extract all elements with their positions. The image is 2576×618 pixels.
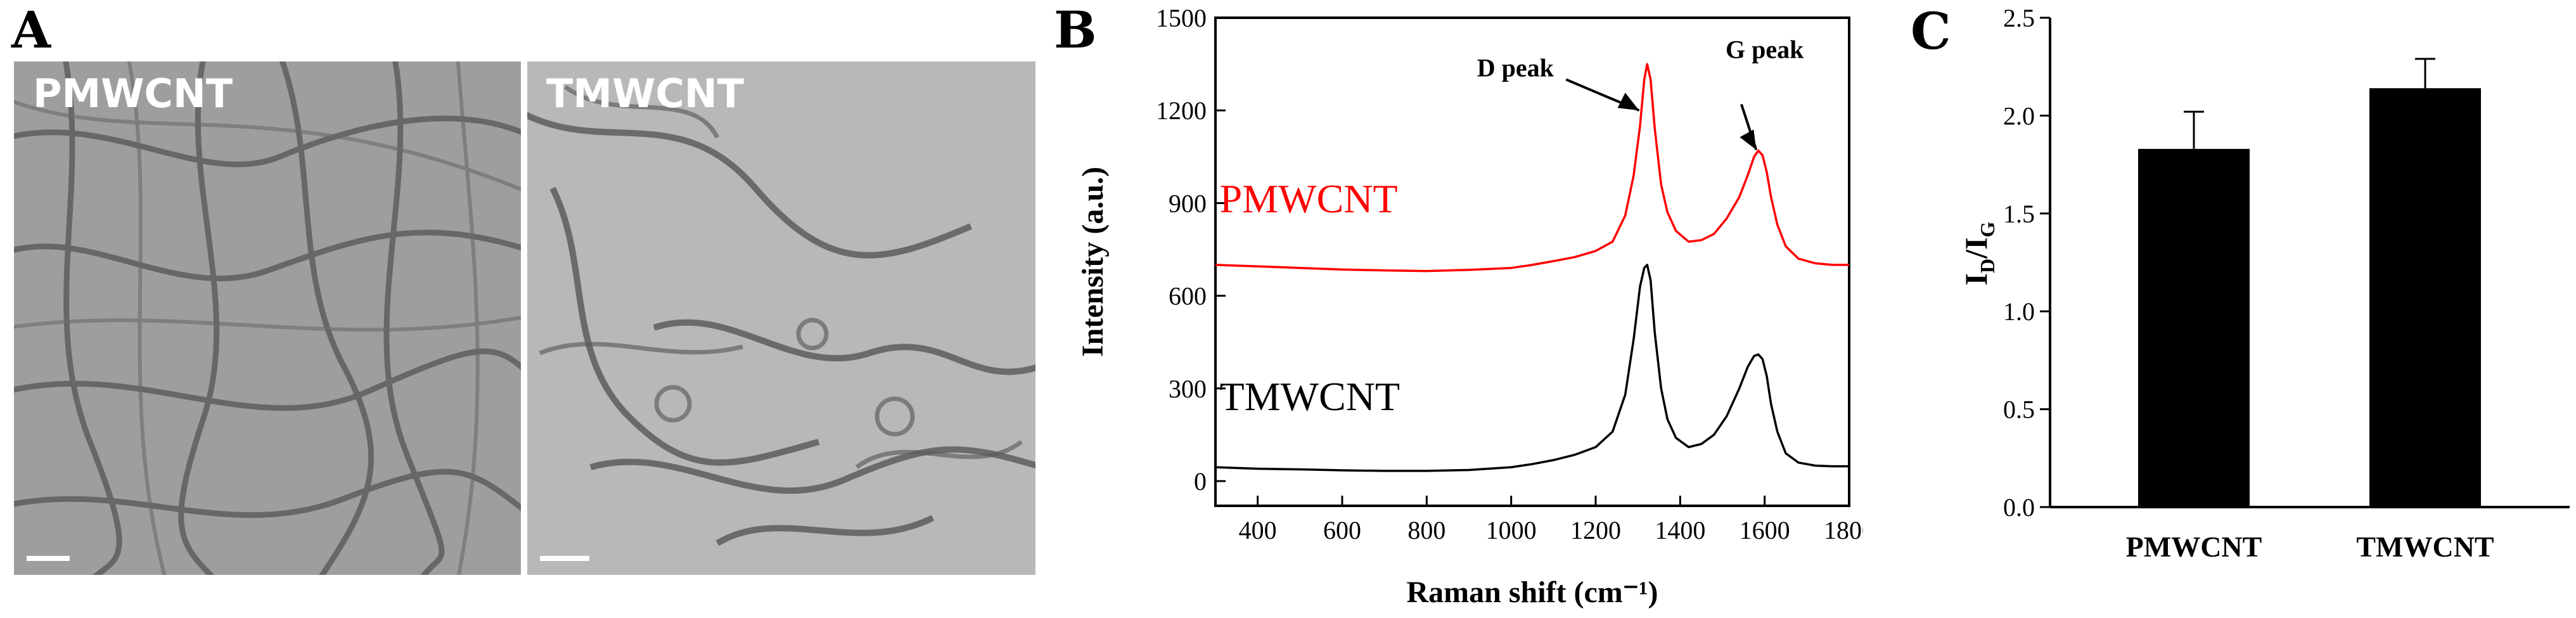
bar-tmwcnt	[2369, 88, 2481, 508]
bar-pmwcnt	[2138, 148, 2250, 507]
y-tick-label: 600	[1169, 282, 1207, 311]
category-label-tmwcnt: TMWCNT	[2356, 531, 2494, 563]
y-tick-label: 300	[1169, 375, 1207, 403]
tmwcnt-nanotube-texture	[527, 85, 1035, 546]
y-tick-label: 1200	[1156, 96, 1207, 125]
category-label-pmwcnt: PMWCNT	[2126, 531, 2262, 563]
series-label-tmwcnt: TMWCNT	[1220, 374, 1400, 419]
y-axis-label: ID/IG	[1958, 221, 1999, 285]
y-axis-label: Intensity (a.u.)	[1076, 167, 1110, 357]
y-tick-label: 0.0	[2003, 493, 2035, 522]
x-tick-label: 400	[1239, 516, 1277, 544]
x-tick-label: 1400	[1655, 516, 1705, 544]
y-tick-label: 900	[1169, 189, 1207, 217]
series-line-tmwcnt	[1215, 264, 1849, 472]
annotation-g-peak: G peak	[1726, 35, 1804, 63]
id-ig-bar-chart: 0.0 0.5 1.0 1.5 2.0 2.5 PMWCNT TMWCNT ID/IG	[1958, 4, 2570, 563]
arrowhead-d-peak	[1617, 93, 1639, 111]
pmwcnt-nanotube-texture	[14, 61, 521, 575]
x-tick-label: 600	[1323, 516, 1361, 544]
tem-label-tmwcnt: TMWCNT	[546, 70, 745, 117]
y-tick-label: 2.0	[2003, 101, 2035, 130]
x-tick-label: 1600	[1740, 516, 1790, 544]
panel-b-letter: B	[1054, 0, 1097, 60]
y-tick-label: 1500	[1156, 4, 1207, 32]
annotation-d-peak: D peak	[1477, 54, 1554, 82]
y-tick-label: 1.5	[2003, 200, 2035, 228]
panel-c-letter: C	[1911, 1, 1951, 61]
y-tick-label: 0	[1194, 467, 1207, 496]
tem-image-tmwcnt: TMWCNT	[527, 61, 1035, 575]
y-tick-label: 0.5	[2003, 396, 2035, 424]
series-label-pmwcnt: PMWCNT	[1220, 176, 1398, 221]
series-line-pmwcnt	[1215, 63, 1849, 273]
x-tick-label: 1000	[1486, 516, 1537, 544]
x-tick-label: 800	[1407, 516, 1445, 544]
panel-a-letter: A	[11, 0, 51, 60]
y-tick-label: 1.0	[2003, 297, 2035, 326]
y-tick-label: 2.5	[2003, 4, 2035, 32]
plot-frame	[1214, 16, 1850, 507]
x-tick-label: 1200	[1570, 516, 1621, 544]
tem-image-pmwcnt: PMWCNT	[14, 61, 521, 575]
tem-label-pmwcnt: PMWCNT	[33, 70, 233, 117]
x-axis-label: Raman shift (cm⁻¹)	[1406, 576, 1658, 609]
arrowhead-g-peak	[1740, 129, 1757, 150]
scale-bar-left	[27, 556, 70, 561]
scale-bar-right	[540, 556, 589, 561]
